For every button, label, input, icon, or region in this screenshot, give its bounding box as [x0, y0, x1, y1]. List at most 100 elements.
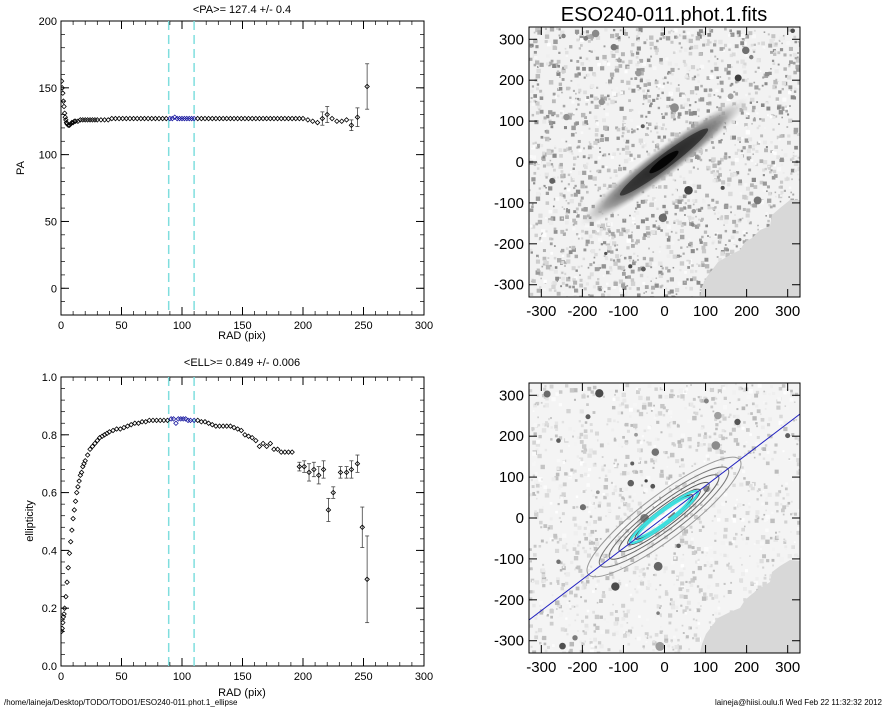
- noise-pixel: [667, 72, 670, 75]
- noise-pixel: [784, 105, 788, 108]
- noise-pixel: [698, 528, 702, 532]
- noise-pixel: [693, 633, 698, 637]
- noise-pixel: [632, 470, 634, 473]
- noise-pixel: [660, 127, 664, 131]
- galaxy-image-panel: ESO240-011.phot.1.fits -300-300-200-200-…: [494, 4, 801, 320]
- noise-pixel: [697, 115, 700, 118]
- noise-pixel: [692, 276, 697, 281]
- noise-pixel: [624, 631, 628, 635]
- noise-pixel: [605, 82, 608, 84]
- noise-pixel: [715, 200, 719, 204]
- noise-pixel: [646, 412, 648, 415]
- noise-pixel: [793, 70, 797, 75]
- noise-pixel: [631, 221, 636, 226]
- noise-pixel: [646, 122, 648, 124]
- noise-pixel: [594, 431, 600, 436]
- noise-pixel: [700, 508, 703, 511]
- noise-pixel: [571, 112, 575, 116]
- pa-y-axis-label: PA: [15, 160, 27, 175]
- noise-pixel: [687, 215, 692, 220]
- noise-pixel: [658, 261, 663, 266]
- noise-pixel: [602, 591, 606, 594]
- noise-pixel: [709, 586, 713, 590]
- noise-pixel: [612, 603, 614, 606]
- star: [640, 124, 645, 129]
- noise-pixel: [565, 54, 568, 57]
- noise-pixel: [680, 538, 685, 543]
- noise-pixel: [736, 205, 742, 210]
- noise-pixel: [661, 113, 663, 115]
- noise-pixel: [712, 146, 715, 149]
- noise-pixel: [530, 46, 532, 48]
- noise-pixel: [798, 384, 800, 389]
- noise-pixel: [569, 472, 573, 476]
- star: [634, 432, 638, 437]
- noise-pixel: [669, 598, 673, 601]
- noise-pixel: [639, 457, 642, 461]
- noise-pixel: [675, 293, 678, 295]
- noise-pixel: [634, 588, 637, 591]
- noise-pixel: [583, 434, 588, 439]
- noise-pixel: [641, 435, 645, 438]
- noise-pixel: [529, 389, 533, 393]
- noise-pixel: [588, 539, 592, 542]
- noise-pixel: [673, 556, 677, 560]
- noise-pixel: [659, 604, 662, 608]
- noise-pixel: [766, 559, 770, 563]
- noise-pixel: [543, 396, 546, 399]
- noise-pixel: [791, 68, 797, 73]
- noise-pixel: [763, 576, 767, 580]
- noise-pixel: [775, 492, 780, 497]
- noise-pixel: [670, 40, 674, 44]
- noise-pixel: [615, 126, 619, 130]
- noise-pixel: [654, 437, 659, 442]
- noise-pixel: [775, 86, 777, 88]
- noise-pixel: [575, 97, 577, 100]
- y-tick-label: 0.4: [42, 545, 57, 557]
- noise-pixel: [734, 44, 739, 49]
- noise-pixel: [707, 235, 709, 237]
- noise-pixel: [697, 561, 700, 564]
- noise-pixel: [607, 286, 611, 291]
- noise-pixel: [746, 394, 751, 400]
- noise-pixel: [643, 429, 647, 433]
- noise-pixel: [553, 229, 558, 234]
- noise-pixel: [762, 400, 766, 404]
- noise-pixel: [697, 565, 702, 571]
- x-tick-label: 250: [354, 320, 372, 332]
- noise-pixel: [618, 493, 622, 497]
- noise-pixel: [720, 88, 724, 91]
- noise-pixel: [732, 229, 736, 234]
- noise-pixel: [643, 599, 647, 603]
- noise-pixel: [548, 209, 552, 214]
- noise-pixel: [669, 82, 673, 85]
- noise-pixel: [701, 425, 705, 429]
- x-tick-label: -200: [567, 659, 597, 676]
- noise-pixel: [570, 178, 575, 182]
- noise-pixel: [587, 474, 590, 477]
- noise-pixel: [648, 94, 652, 98]
- noise-pixel: [682, 567, 686, 571]
- noise-pixel: [541, 393, 546, 398]
- noise-pixel: [586, 568, 590, 573]
- noise-pixel: [654, 282, 657, 284]
- noise-pixel: [703, 242, 708, 247]
- noise-pixel: [686, 588, 690, 593]
- noise-pixel: [598, 287, 602, 292]
- noise-pixel: [700, 64, 705, 69]
- noise-pixel: [709, 564, 713, 568]
- noise-pixel: [634, 637, 637, 640]
- star: [790, 28, 795, 34]
- noise-pixel: [565, 86, 570, 91]
- noise-pixel: [739, 141, 741, 143]
- noise-pixel: [543, 279, 547, 284]
- noise-pixel: [659, 584, 662, 587]
- noise-pixel: [673, 221, 676, 224]
- noise-pixel: [545, 31, 549, 36]
- noise-pixel: [581, 619, 584, 623]
- noise-pixel: [622, 633, 627, 638]
- noise-pixel: [706, 168, 709, 171]
- noise-pixel: [568, 276, 571, 279]
- noise-pixel: [605, 620, 609, 624]
- star: [583, 35, 589, 41]
